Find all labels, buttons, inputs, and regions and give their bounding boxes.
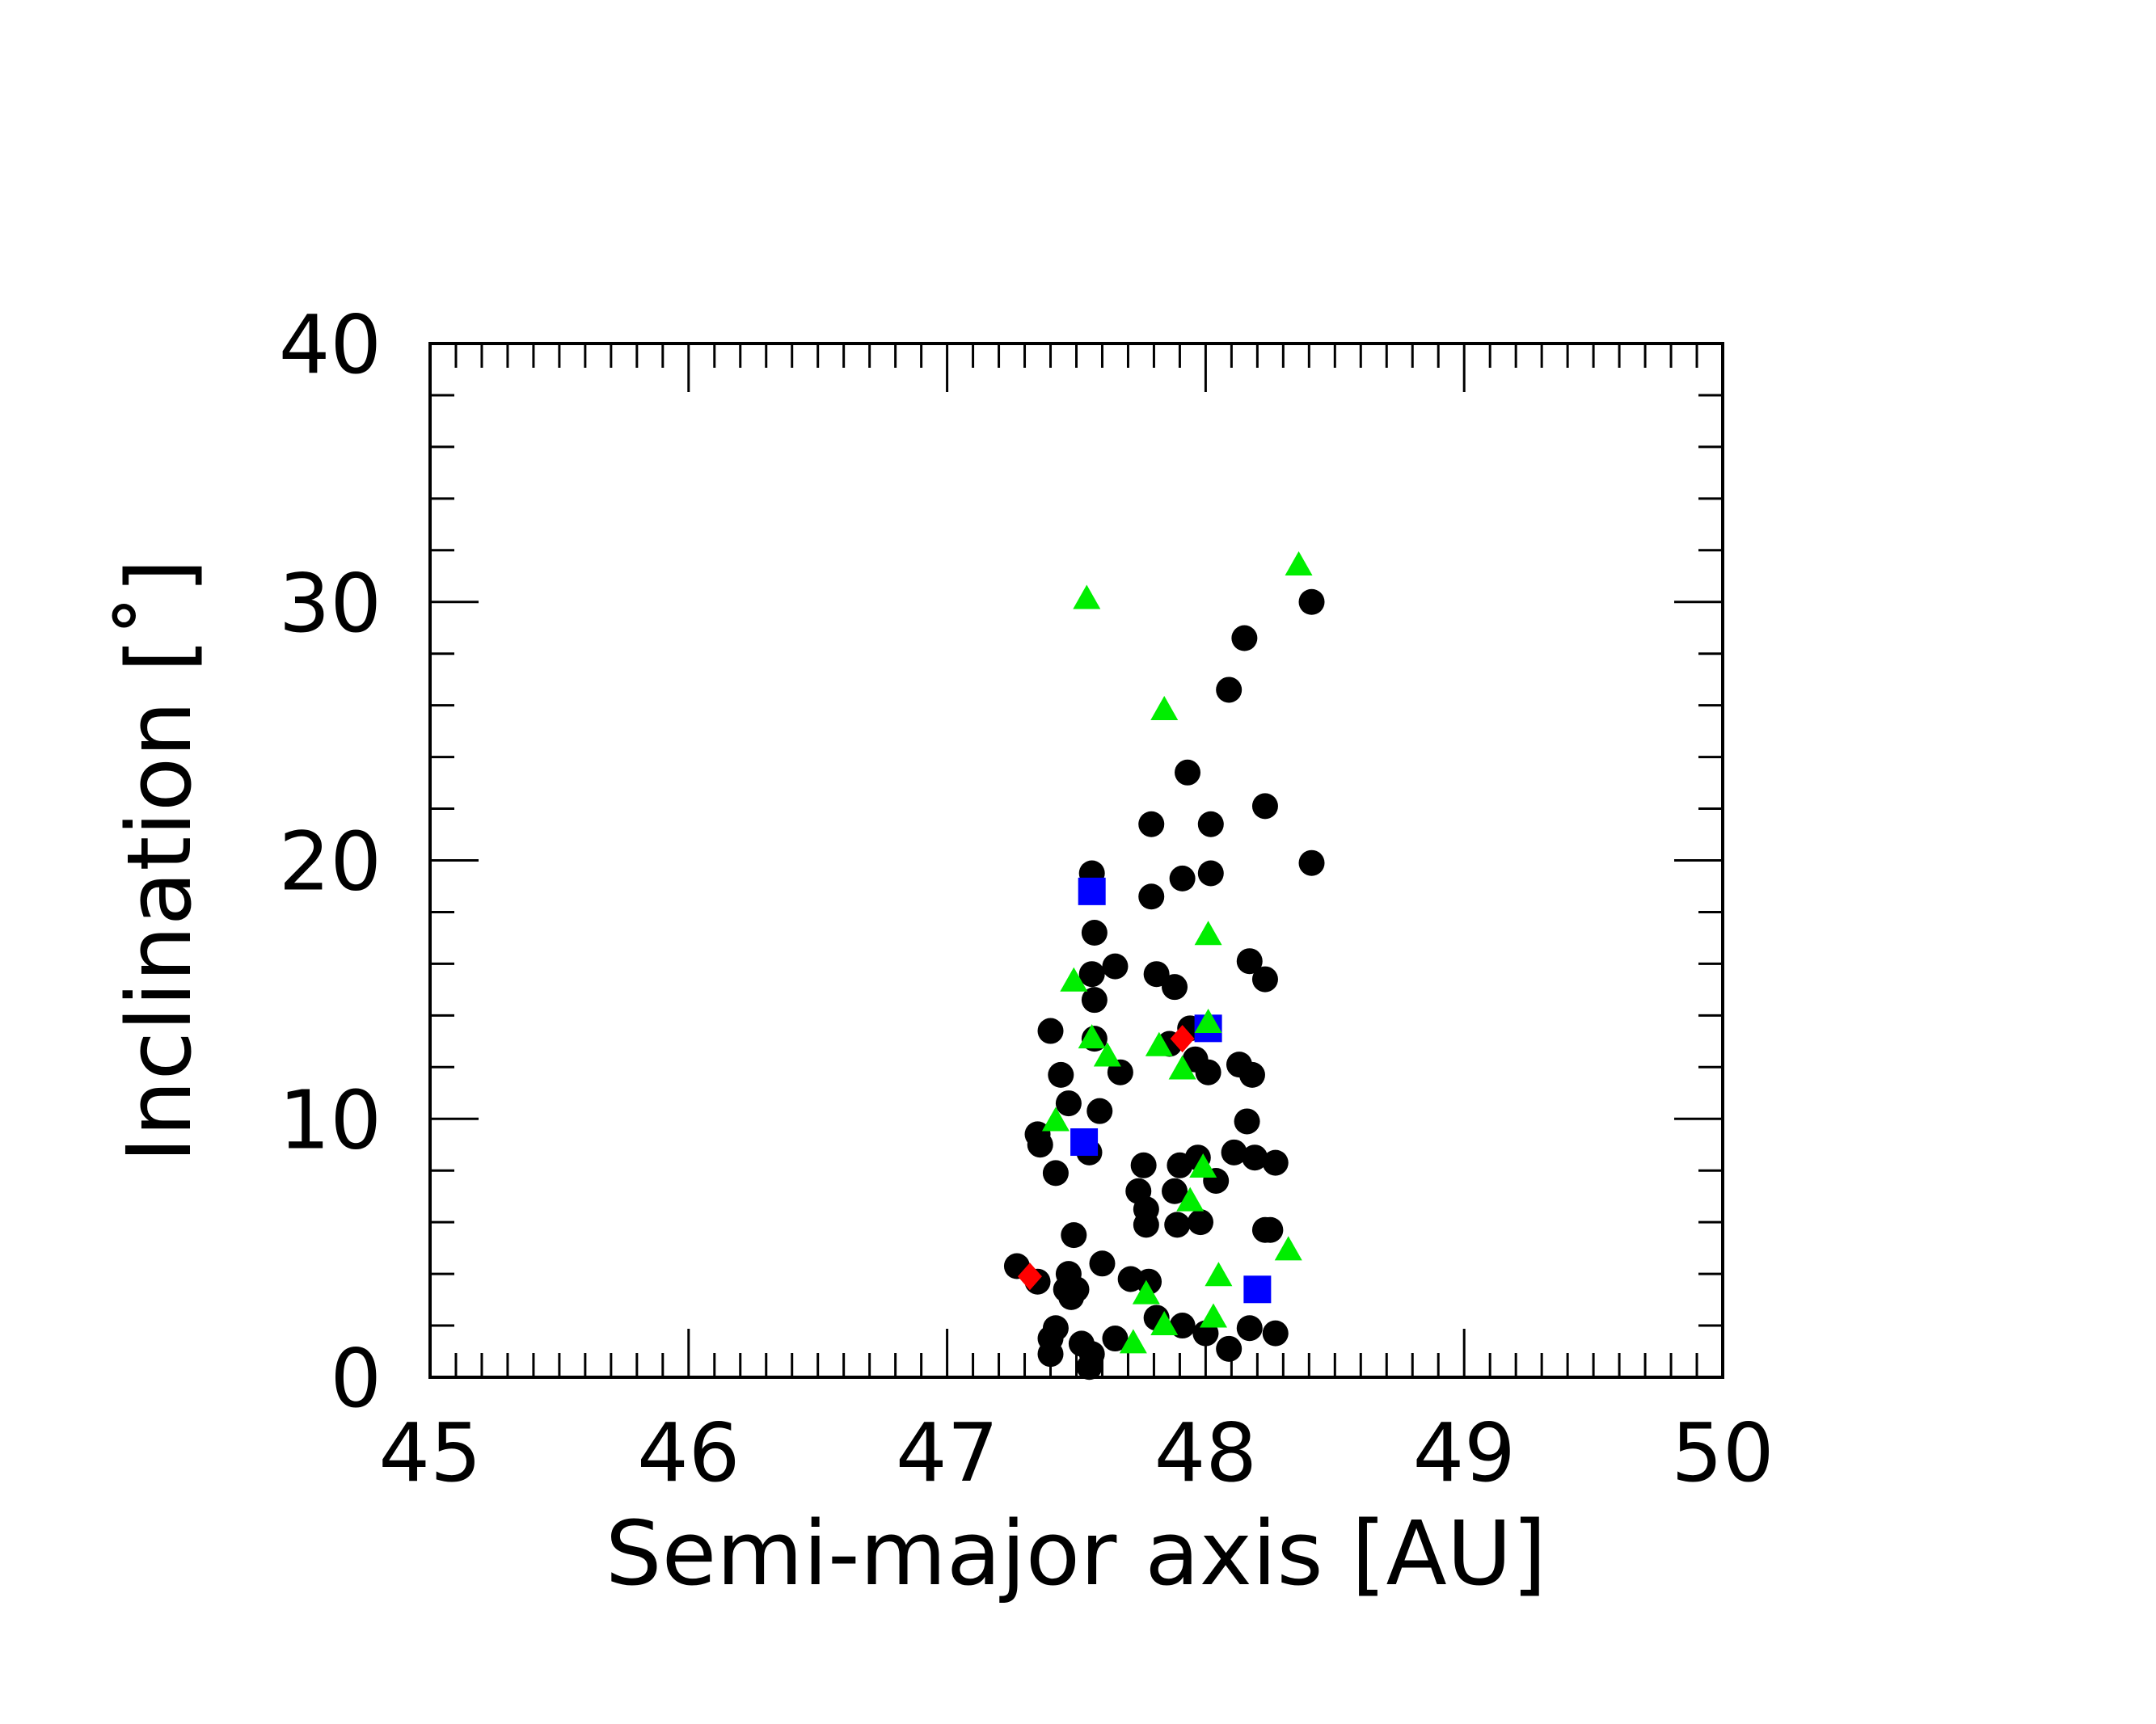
point <box>1188 1209 1214 1236</box>
point <box>1234 1108 1260 1135</box>
point <box>1132 1279 1160 1305</box>
point <box>1236 948 1263 975</box>
point <box>1102 1326 1129 1352</box>
point <box>1138 883 1165 910</box>
point <box>1133 1212 1159 1238</box>
y-tick-label: 20 <box>279 815 382 909</box>
point <box>1058 1284 1085 1310</box>
point <box>1150 696 1179 721</box>
point <box>1221 1139 1247 1165</box>
point <box>1238 1061 1265 1088</box>
point <box>1070 1128 1099 1157</box>
point <box>1195 1059 1221 1085</box>
point <box>1216 1335 1243 1362</box>
x-tick-label: 47 <box>896 1406 998 1500</box>
point <box>1078 877 1106 905</box>
point <box>1037 1018 1064 1044</box>
y-tick-label: 10 <box>279 1073 382 1167</box>
point <box>1164 1212 1191 1238</box>
point <box>1102 953 1129 980</box>
point <box>1093 1042 1121 1067</box>
point <box>1189 1153 1217 1178</box>
point <box>1298 588 1325 615</box>
point <box>1130 1152 1157 1178</box>
point <box>1138 811 1165 837</box>
point <box>1081 920 1108 946</box>
point <box>1168 1055 1196 1080</box>
y-tick-label: 40 <box>279 297 382 392</box>
point <box>1167 1152 1193 1178</box>
point <box>1027 1132 1053 1158</box>
point <box>1089 1250 1116 1277</box>
point <box>1078 961 1105 988</box>
point <box>1145 1031 1173 1056</box>
x-tick-label: 49 <box>1413 1406 1516 1500</box>
point <box>1175 759 1201 786</box>
point <box>1150 1311 1179 1336</box>
point <box>1199 1303 1227 1328</box>
point <box>1216 677 1243 703</box>
point <box>1262 1320 1289 1347</box>
plot-frame <box>428 342 1724 1379</box>
x-tick-label: 50 <box>1671 1406 1774 1500</box>
x-axis-label: Semi-major axis [AU] <box>605 1502 1546 1605</box>
point <box>1194 921 1222 946</box>
point <box>1086 1098 1113 1124</box>
point <box>1176 1187 1205 1212</box>
y-tick-label: 0 <box>330 1331 382 1426</box>
point <box>1076 1354 1103 1380</box>
point <box>1169 865 1196 892</box>
point <box>1197 860 1224 887</box>
point <box>1119 1329 1147 1354</box>
point <box>1231 625 1258 651</box>
point <box>1048 1061 1074 1088</box>
point <box>1078 1024 1106 1049</box>
point <box>1037 1341 1064 1368</box>
point <box>1243 1275 1272 1304</box>
point <box>1017 1262 1042 1291</box>
x-tick-label: 45 <box>378 1406 481 1500</box>
point <box>1236 1315 1263 1342</box>
point <box>1274 1236 1302 1261</box>
point <box>1170 1025 1195 1053</box>
point <box>1055 1090 1082 1117</box>
point <box>1081 987 1108 1014</box>
point <box>1162 974 1188 1001</box>
point <box>1162 1178 1188 1204</box>
point <box>1194 1008 1222 1033</box>
point <box>1298 849 1325 876</box>
y-tick-label: 30 <box>279 556 382 651</box>
point <box>1197 811 1224 837</box>
x-tick-label: 46 <box>637 1406 740 1500</box>
point <box>1257 1216 1284 1243</box>
point <box>1251 966 1278 993</box>
y-axis-label: Inclination [˚] <box>108 559 211 1162</box>
point <box>1143 961 1170 988</box>
point <box>1262 1149 1289 1176</box>
point <box>1285 550 1313 575</box>
point <box>1041 1106 1070 1132</box>
point <box>1205 1262 1233 1287</box>
point <box>1042 1160 1069 1187</box>
point <box>1242 1144 1268 1171</box>
point <box>1251 793 1278 820</box>
x-tick-label: 48 <box>1154 1406 1257 1500</box>
point <box>1061 1222 1087 1249</box>
point <box>1073 584 1101 609</box>
point <box>1060 967 1088 992</box>
